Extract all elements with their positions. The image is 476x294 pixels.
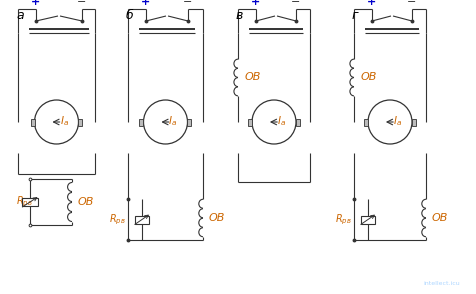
Text: +: +	[251, 0, 261, 7]
Bar	[361, 216, 375, 223]
Bar	[188, 118, 191, 126]
Text: ОВ: ОВ	[78, 197, 94, 207]
Text: −: −	[77, 0, 87, 7]
Text: в: в	[236, 9, 243, 22]
Text: −: −	[291, 0, 301, 7]
Bar	[248, 118, 252, 126]
Text: $I_a$: $I_a$	[60, 114, 69, 128]
Bar	[79, 118, 82, 126]
Text: $I_a$: $I_a$	[169, 114, 178, 128]
Text: ОВ: ОВ	[245, 73, 261, 83]
Bar	[412, 118, 416, 126]
Text: $R_{рв}$: $R_{рв}$	[335, 212, 352, 227]
Text: $R_{рв}$: $R_{рв}$	[109, 212, 126, 227]
Text: г: г	[352, 9, 358, 22]
Text: intellect.icu: intellect.icu	[423, 281, 460, 286]
Text: $R_{рв}$: $R_{рв}$	[16, 195, 33, 209]
Text: −: −	[407, 0, 416, 7]
Bar	[139, 118, 143, 126]
Text: ОВ: ОВ	[209, 213, 225, 223]
Text: $I_a$: $I_a$	[277, 114, 286, 128]
Text: −: −	[183, 0, 193, 7]
Text: ОВ: ОВ	[361, 73, 377, 83]
Bar	[296, 118, 300, 126]
Text: а: а	[16, 9, 24, 22]
Text: $I_a$: $I_a$	[393, 114, 402, 128]
Text: +: +	[367, 0, 377, 7]
Text: +: +	[141, 0, 150, 7]
Text: ОВ: ОВ	[432, 213, 448, 223]
Bar	[135, 216, 149, 223]
Text: +: +	[31, 0, 40, 7]
Bar	[364, 118, 368, 126]
Text: б: б	[126, 9, 134, 22]
Bar	[30, 118, 34, 126]
Bar	[22, 198, 38, 206]
